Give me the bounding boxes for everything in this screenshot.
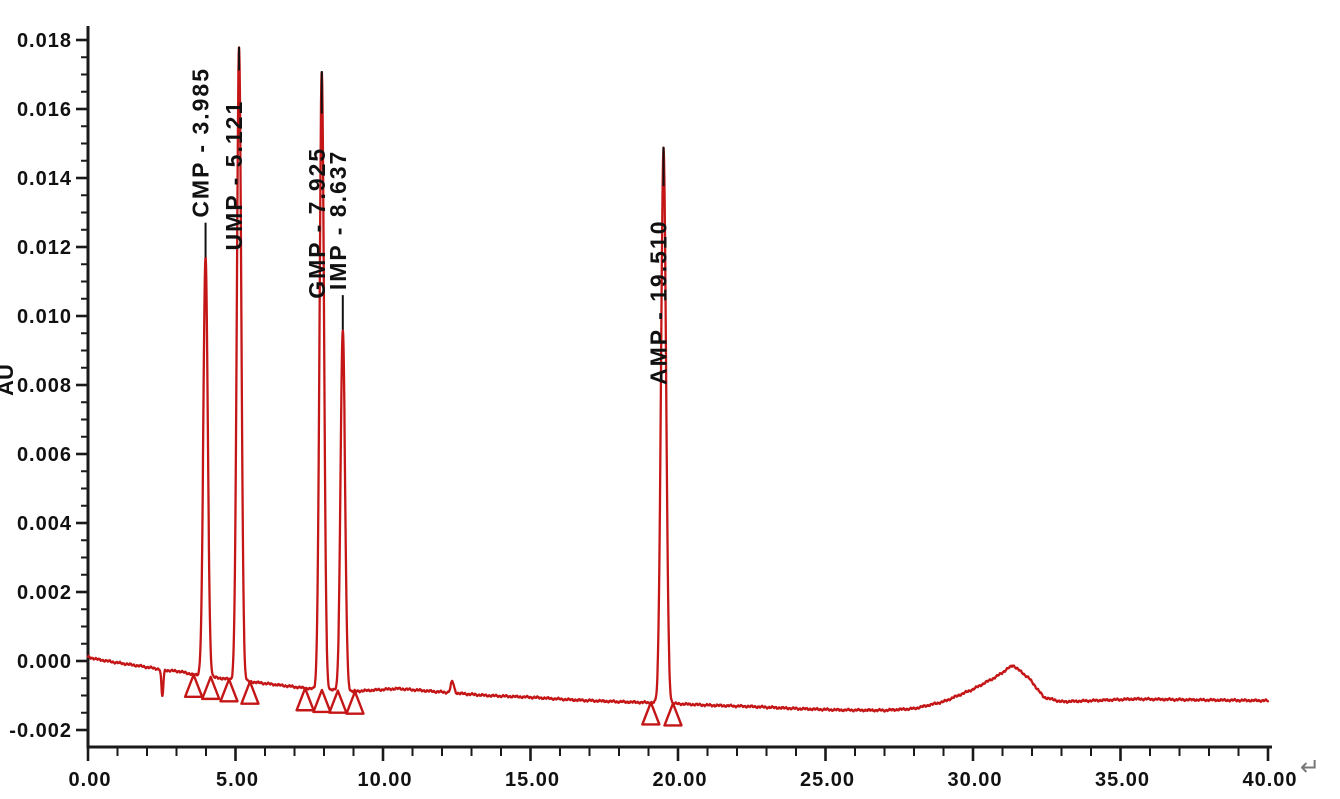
y-tick-label: 0.012: [17, 237, 72, 259]
x-tick-label: 5.00: [216, 769, 259, 791]
y-tick-label: 0.002: [17, 582, 72, 604]
return-mark: ↵: [1300, 754, 1320, 781]
y-tick-label: -0.002: [9, 720, 72, 742]
y-tick-label: 0.004: [17, 513, 72, 535]
peak-label: AMP - 19.510: [646, 220, 672, 385]
x-tick-label: 15.00: [505, 769, 560, 791]
x-tick-label: 25.00: [800, 769, 855, 791]
y-tick-label: 0.018: [17, 30, 72, 52]
y-tick-label: 0.010: [17, 306, 72, 328]
x-tick-label: 35.00: [1095, 769, 1150, 791]
y-tick-label: 0.008: [17, 375, 72, 397]
integration-marker: [345, 690, 365, 715]
integration-marker: [183, 673, 204, 698]
y-tick-label: 0.016: [17, 99, 72, 121]
integration-marker: [663, 702, 683, 727]
x-tick-label: 20.00: [652, 769, 707, 791]
integration-marker: [328, 689, 348, 714]
trace: [86, 46, 1270, 713]
integration-marker: [219, 678, 239, 703]
integration-marker: [312, 688, 332, 714]
integration-marker: [641, 701, 661, 726]
peak-label: CMP - 3.985: [188, 67, 214, 218]
x-tick-label: 40.00: [1242, 769, 1297, 791]
peak-label: UMP - 5.121: [221, 100, 247, 251]
y-tick-label: 0.014: [17, 168, 72, 190]
x-tick-label: 30.00: [947, 769, 1002, 791]
x-tick-label: 10.00: [357, 769, 412, 791]
integration-marker: [240, 680, 260, 705]
integration-marker: [201, 675, 221, 701]
peak-label: GMP - 7.925: [304, 147, 330, 299]
integration-marker: [295, 687, 315, 712]
y-tick-label: 0.006: [17, 444, 72, 466]
x-tick-label: 0.00: [69, 769, 112, 791]
y-tick-label: 0.000: [17, 651, 72, 673]
y-axis-title: AU: [0, 364, 18, 396]
peak-label: IMP - 8.637: [325, 150, 351, 290]
